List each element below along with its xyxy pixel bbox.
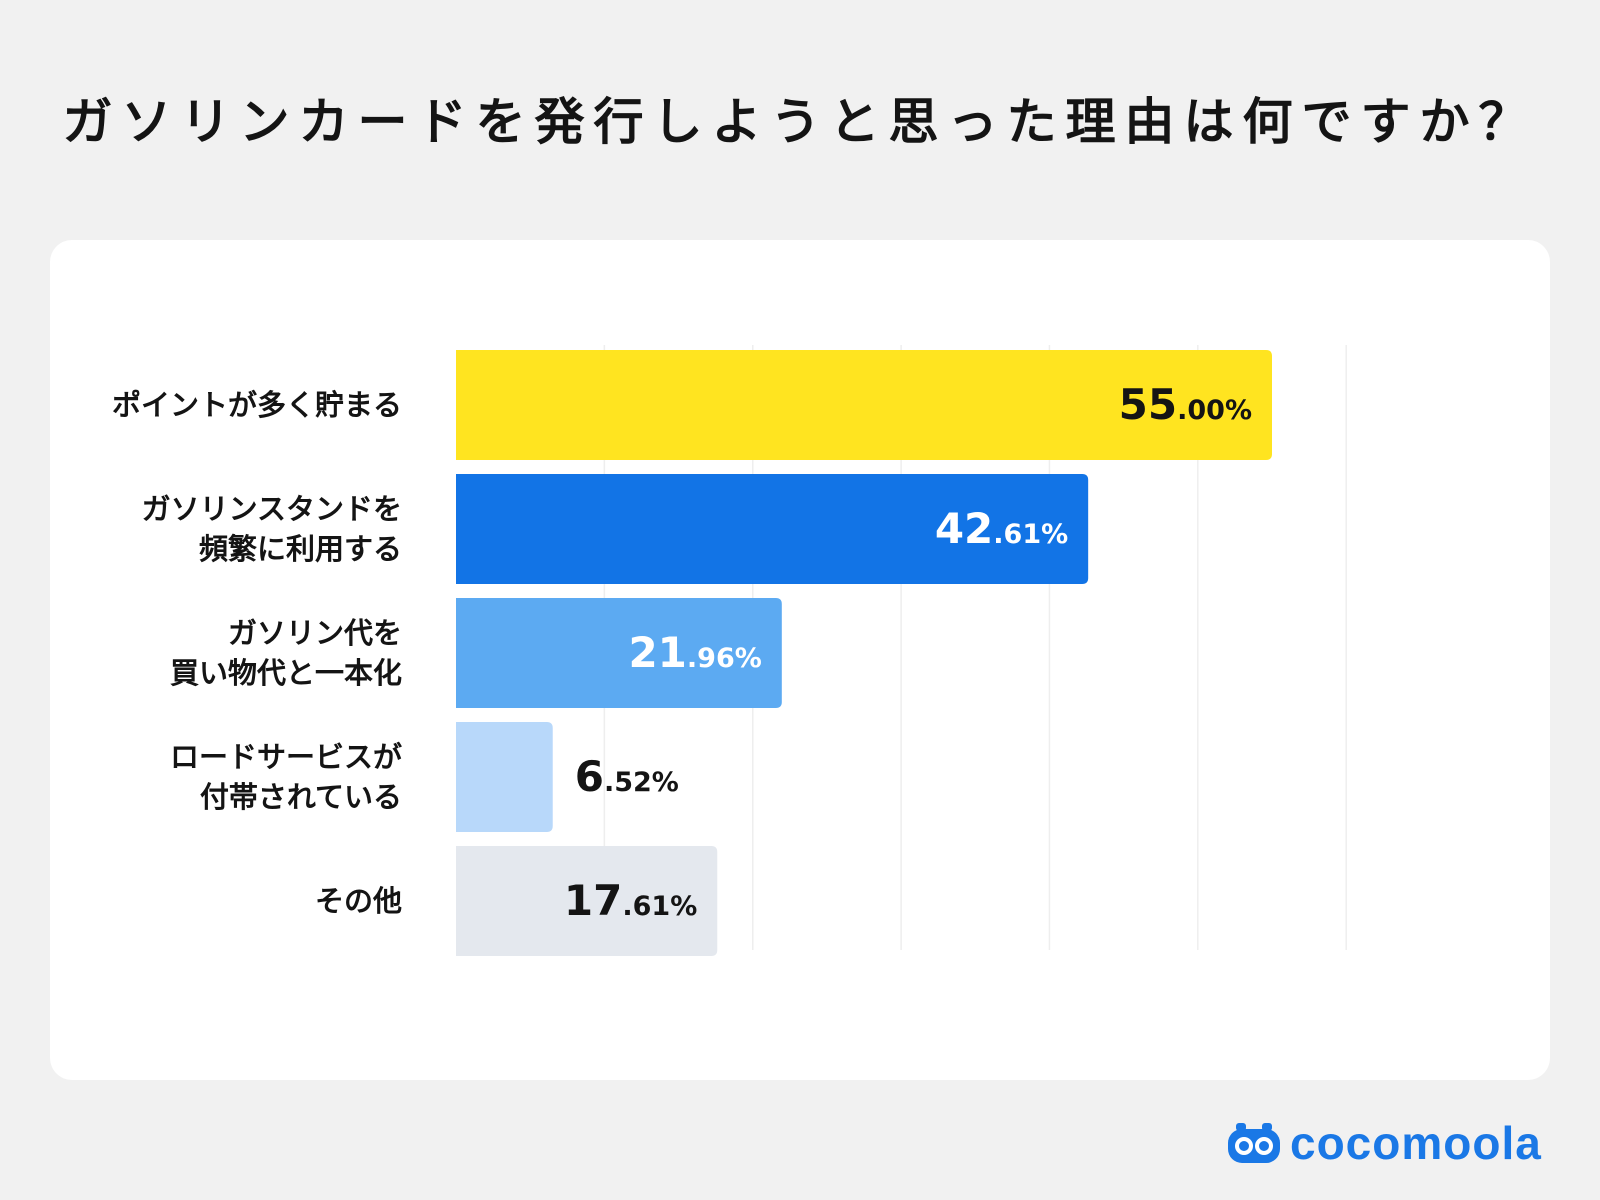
bar <box>456 846 718 956</box>
value-label: 21.96% <box>628 628 761 677</box>
chart-card: ポイントが多く貯まる 55.00% ガソリンスタンドを頻繁に利用する 42.61% ガソ… <box>50 240 1550 1080</box>
brand-name: cocomoola <box>1290 1117 1542 1169</box>
category-label: その他 <box>315 884 402 918</box>
car-face-icon <box>1228 1123 1280 1163</box>
page-title: ガソリンカードを発行しようと思った理由は何ですか？ <box>62 93 1538 151</box>
value-label: 42.61% <box>935 504 1068 553</box>
bar <box>456 474 1089 584</box>
bar <box>456 722 553 832</box>
bar <box>456 598 782 708</box>
category-label: ガソリン代を買い物代と一本化 <box>170 616 402 690</box>
value-label: 55.00% <box>1119 380 1252 429</box>
bar <box>456 350 1272 460</box>
category-label: ロードサービスが付帯されている <box>170 740 402 814</box>
category-label: ガソリンスタンドを頻繁に利用する <box>142 492 402 566</box>
brand-logo: cocomoola <box>1226 1117 1542 1169</box>
category-label: ポイントが多く貯まる <box>112 388 402 422</box>
value-label: 6.52% <box>575 752 679 801</box>
bar-chart: ポイントが多く貯まる 55.00% ガソリンスタンドを頻繁に利用する 42.61% ガソ… <box>112 345 1347 956</box>
value-label: 17.61% <box>564 876 697 925</box>
